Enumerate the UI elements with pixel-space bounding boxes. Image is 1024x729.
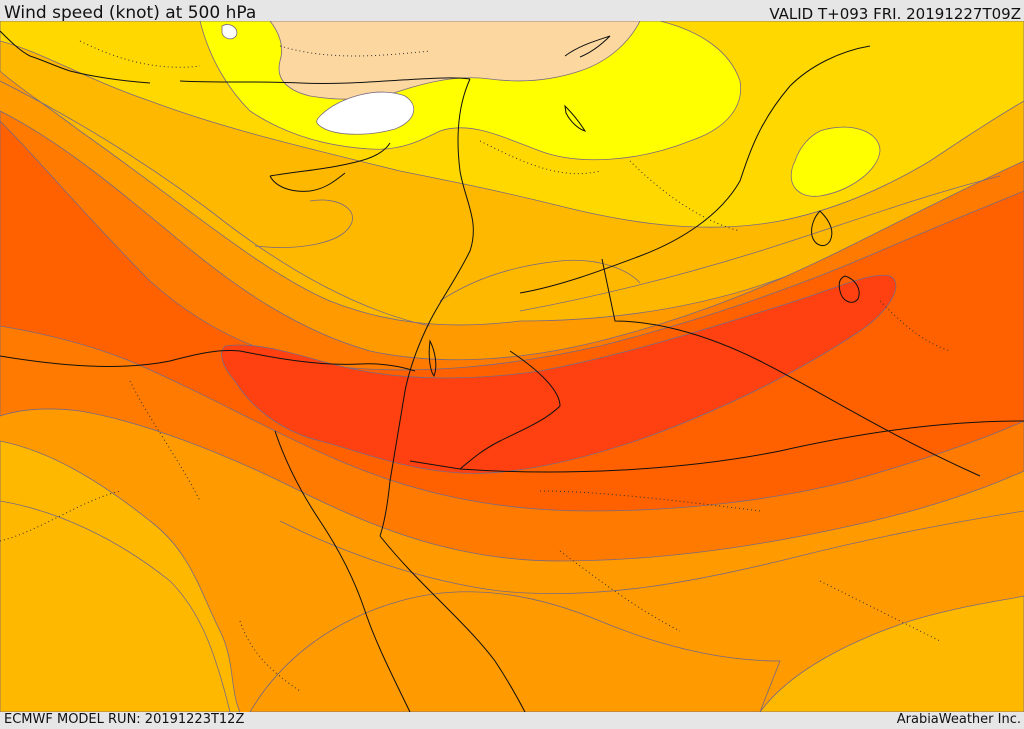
peach-region bbox=[269, 21, 641, 100]
internal-boundaries bbox=[0, 40, 951, 692]
map-header: Wind speed (knot) at 500 hPa VALID T+093… bbox=[0, 0, 1024, 23]
map-title: Wind speed (knot) at 500 hPa bbox=[4, 3, 257, 23]
amber-band-southeast bbox=[759, 595, 1024, 712]
white-calm-region bbox=[316, 91, 415, 135]
red-jet-core bbox=[221, 274, 897, 474]
orange-lobe-south bbox=[249, 591, 781, 712]
map-canvas bbox=[0, 21, 1024, 712]
country-borders bbox=[0, 45, 1024, 712]
amber-band-southwest bbox=[0, 440, 241, 712]
valid-time: VALID T+093 FRI. 20191227T09Z bbox=[769, 5, 1021, 23]
model-run-label: ECMWF MODEL RUN: 20191223T12Z bbox=[4, 712, 245, 727]
yellow-patch-east bbox=[790, 126, 881, 197]
wind-speed-map[interactable] bbox=[0, 21, 1024, 712]
credit-label: ArabiaWeather Inc. bbox=[896, 712, 1021, 727]
map-footer: ECMWF MODEL RUN: 20191223T12Z ArabiaWeat… bbox=[0, 712, 1024, 729]
coastlines bbox=[0, 30, 860, 377]
contour-lines bbox=[0, 80, 1024, 712]
white-patch-north bbox=[221, 24, 238, 40]
